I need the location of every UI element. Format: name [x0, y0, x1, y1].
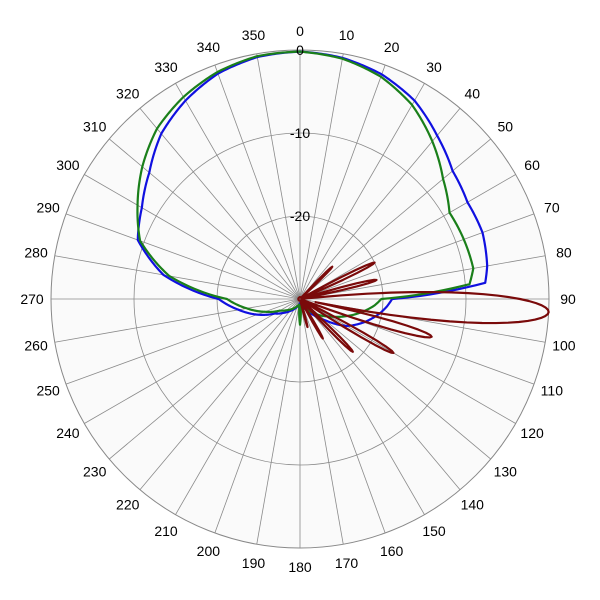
- spoke-line: [299, 255, 546, 300]
- spoke-line: [139, 107, 301, 300]
- angle-tick-label: 280: [24, 244, 48, 260]
- spoke-line: [299, 107, 461, 300]
- spoke-line: [175, 83, 301, 300]
- angle-tick-label: 290: [36, 199, 60, 215]
- angle-tick-label: 10: [339, 27, 355, 43]
- angle-tick-label: 320: [116, 86, 140, 102]
- angle-tick-label: 220: [116, 496, 140, 512]
- angle-tick-label: 190: [242, 555, 266, 571]
- radial-tick-label: -20: [290, 208, 310, 224]
- series-line-3: [297, 261, 550, 355]
- spoke-line: [256, 53, 301, 300]
- spoke-line: [299, 174, 516, 300]
- spoke-line: [299, 298, 492, 460]
- angle-tick-label: 180: [288, 559, 312, 575]
- angle-tick-label: 270: [20, 291, 44, 307]
- angle-tick-label: 90: [560, 291, 576, 307]
- angle-tick-label: 130: [494, 463, 518, 479]
- spoke-line: [108, 298, 301, 460]
- angle-tick-label: 230: [83, 463, 107, 479]
- angle-tick-label: 210: [154, 523, 178, 539]
- spoke-line: [175, 298, 301, 515]
- radial-ring: [133, 132, 467, 466]
- angle-tick-label: 330: [154, 59, 178, 75]
- angle-tick-label: 60: [524, 157, 540, 173]
- angle-tick-label: 40: [464, 86, 480, 102]
- angle-tick-label: 170: [335, 555, 359, 571]
- angle-tick-label: 250: [36, 383, 60, 399]
- label-layer: 0 10 20 30 40 50 60 70 80 90 100 110 120 130 140 150 160…: [20, 23, 576, 575]
- angle-tick-label: 260: [24, 338, 48, 354]
- spoke-line: [299, 83, 425, 300]
- radial-tick-label: -10: [290, 125, 310, 141]
- spoke-line: [214, 298, 301, 534]
- spoke-line: [256, 298, 301, 545]
- angle-tick-label: 50: [498, 119, 514, 135]
- radial-tick-label: 0: [296, 42, 304, 58]
- angle-tick-label: 80: [556, 244, 572, 260]
- angle-tick-label: 300: [56, 157, 80, 173]
- angle-tick-label: 70: [544, 199, 560, 215]
- spoke-line: [299, 64, 386, 300]
- angle-tick-label: 340: [197, 39, 221, 55]
- spoke-line: [299, 298, 344, 545]
- angle-tick-label: 20: [384, 39, 400, 55]
- spoke-line: [108, 138, 301, 300]
- angle-tick-label: 160: [380, 543, 404, 559]
- angle-tick-label: 30: [426, 59, 442, 75]
- angle-tick-label: 120: [520, 425, 544, 441]
- angle-tick-label: 350: [242, 27, 266, 43]
- spoke-line: [65, 213, 301, 300]
- angle-tick-label: 0: [296, 23, 304, 39]
- spoke-line: [299, 213, 535, 300]
- angle-tick-label: 240: [56, 425, 80, 441]
- spoke-line: [214, 64, 301, 300]
- angle-tick-label: 110: [541, 383, 564, 399]
- spoke-line: [299, 138, 492, 300]
- spoke-line: [299, 298, 386, 534]
- angle-tick-label: 200: [197, 543, 221, 559]
- angle-tick-label: 150: [422, 523, 446, 539]
- spoke-line: [299, 53, 344, 300]
- angle-tick-label: 310: [83, 119, 107, 135]
- spoke-line: [84, 298, 301, 424]
- spoke-line: [84, 174, 301, 300]
- spoke-line: [54, 298, 301, 343]
- polar-grid: [50, 49, 550, 549]
- spoke-line: [65, 298, 301, 385]
- angle-tick-label: 100: [552, 338, 576, 354]
- spoke-line: [299, 298, 516, 424]
- angle-tick-label: 140: [461, 496, 485, 512]
- spoke-line: [54, 255, 301, 300]
- spoke-line: [139, 298, 301, 491]
- spoke-line: [299, 298, 461, 491]
- series-layer: [136, 50, 550, 355]
- series-line-2: [136, 50, 475, 326]
